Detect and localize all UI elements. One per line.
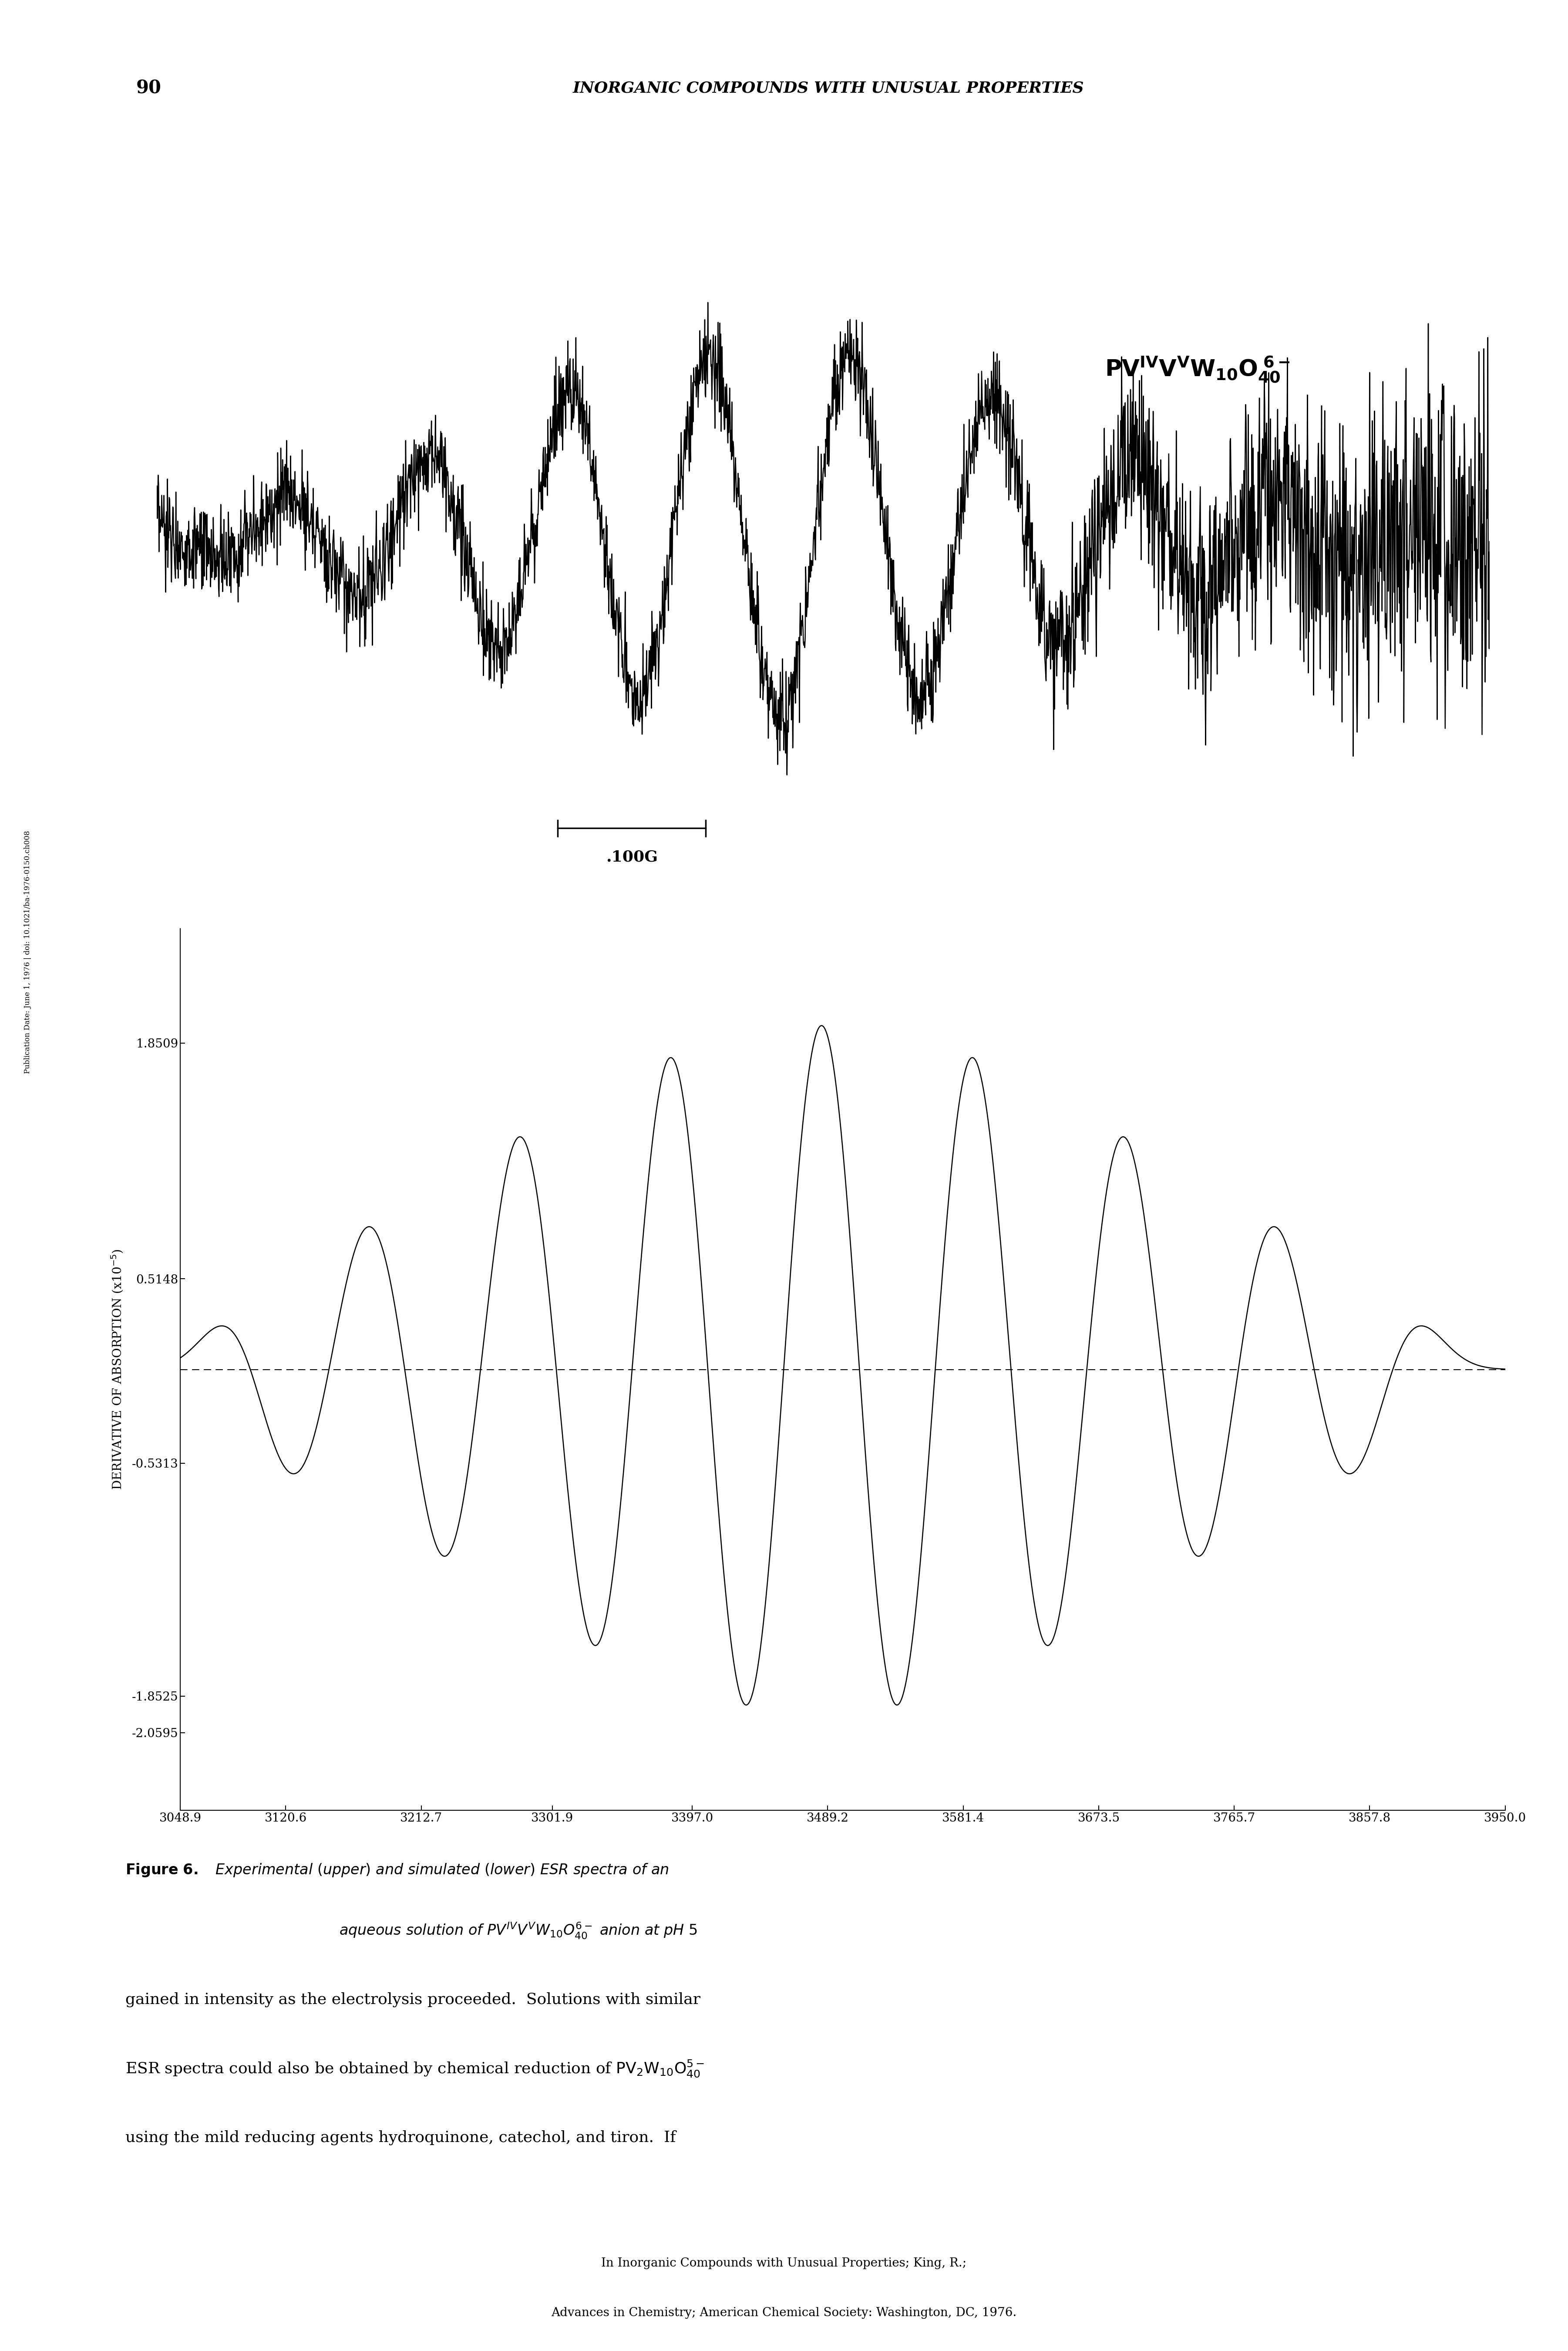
Text: In Inorganic Compounds with Unusual Properties; King, R.;: In Inorganic Compounds with Unusual Prop…: [602, 2257, 966, 2269]
Y-axis label: DERIVATIVE OF ABSORPTION (x10$^{-5}$): DERIVATIVE OF ABSORPTION (x10$^{-5}$): [110, 1248, 124, 1491]
Text: .100G: .100G: [605, 849, 657, 865]
Text: Publication Date: June 1, 1976 | doi: 10.1021/ba-1976-0150.ch008: Publication Date: June 1, 1976 | doi: 10…: [24, 830, 31, 1074]
Text: ESR spectra could also be obtained by chemical reduction of $\mathrm{PV_2W_{10}O: ESR spectra could also be obtained by ch…: [125, 2059, 704, 2078]
Text: gained in intensity as the electrolysis proceeded.  Solutions with similar: gained in intensity as the electrolysis …: [125, 1991, 701, 2008]
Text: INORGANIC COMPOUNDS WITH UNUSUAL PROPERTIES: INORGANIC COMPOUNDS WITH UNUSUAL PROPERT…: [572, 80, 1083, 96]
Text: 90: 90: [136, 80, 162, 96]
Text: using the mild reducing agents hydroquinone, catechol, and tiron.  If: using the mild reducing agents hydroquin…: [125, 2130, 676, 2144]
Text: $\bf{Figure\ 6.}$$\quad\it{Experimental\ (upper)\ and\ simulated\ (lower)\ ESR\ : $\bf{Figure\ 6.}$$\quad\it{Experimental\…: [125, 1862, 670, 1878]
Text: Advances in Chemistry; American Chemical Society: Washington, DC, 1976.: Advances in Chemistry; American Chemical…: [552, 2306, 1016, 2318]
Text: $\it{aqueous\ solution\ of\ PV^{IV}V^{V}W_{10}O_{40}^{6-}\ anion\ at\ pH\ 5}$: $\it{aqueous\ solution\ of\ PV^{IV}V^{V}…: [339, 1921, 698, 1940]
Text: $\mathbf{PV^{IV}V^{V}W_{10}O_{40}^{\ 6-}}$: $\mathbf{PV^{IV}V^{V}W_{10}O_{40}^{\ 6-}…: [1105, 355, 1290, 383]
